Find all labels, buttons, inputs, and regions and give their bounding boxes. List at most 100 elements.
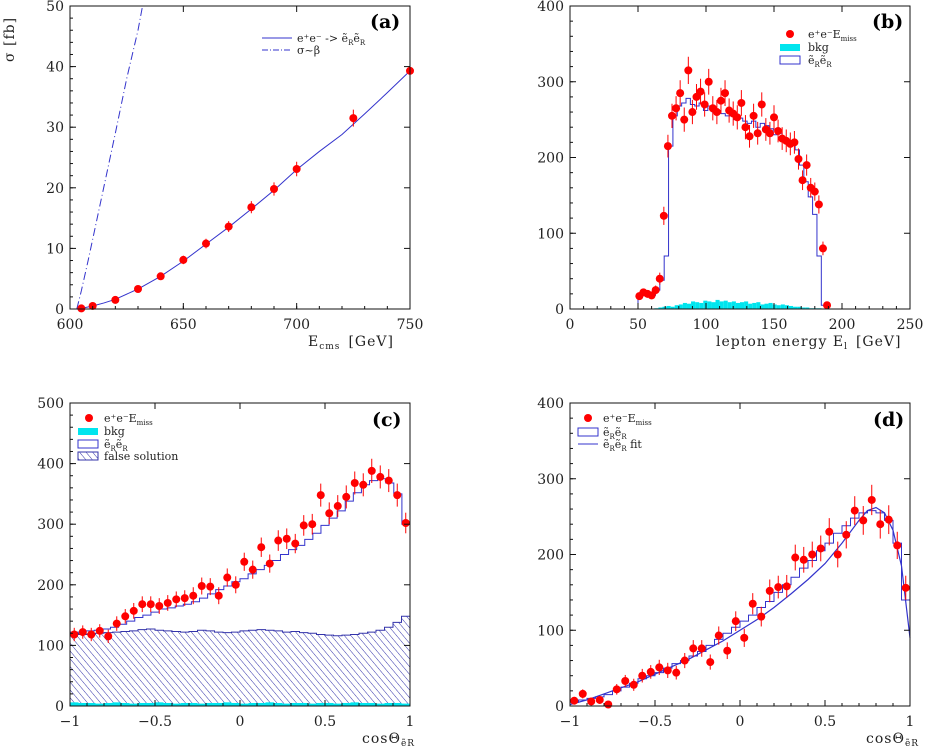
panel-d: −1 −0.5 0 0.5 1 0 100 200 300 400 (d) cosΘẽR e⁺e⁻… [537, 396, 918, 749]
bkg-bar [768, 302, 773, 309]
data-point [308, 520, 317, 529]
data-point [814, 200, 823, 209]
panel-b-xlabel: lepton energy El [GeV] [716, 334, 901, 352]
panel-a-legend: e⁺e⁻ -> ẽRẽR σ~β [262, 32, 366, 57]
data-point [155, 602, 164, 611]
data-point [180, 594, 189, 603]
data-point [629, 680, 638, 689]
bkg-bar [172, 703, 181, 706]
data-point [257, 543, 266, 552]
bkg-bar [70, 702, 79, 706]
bkg-bar [274, 702, 283, 706]
data-point [737, 98, 746, 107]
bkg-bar [711, 302, 716, 309]
x-tick-label: 0 [566, 317, 575, 333]
legend-label-data: e⁺e⁻Emiss [808, 28, 857, 43]
data-point [823, 301, 832, 310]
data-point [78, 628, 87, 637]
data-point [612, 685, 621, 694]
data-point [802, 161, 811, 170]
y-tick-label: 20 [46, 181, 64, 197]
bkg-bar [788, 305, 794, 309]
bkg-bar [764, 303, 769, 309]
bkg-bar [686, 303, 692, 309]
signal-histogram [637, 97, 827, 309]
data-point [299, 521, 308, 530]
data-point [668, 111, 676, 120]
data-point [202, 239, 210, 248]
legend-swatch-signal [77, 439, 99, 449]
bkg-bar [682, 302, 687, 309]
data-point [274, 536, 283, 545]
bkg-bar [155, 702, 164, 706]
data-point [282, 534, 291, 543]
x-tick-label: 100 [693, 317, 720, 333]
data-point [197, 582, 206, 591]
bkg-bar [805, 307, 810, 309]
data-point [893, 541, 902, 550]
data-point [87, 630, 96, 639]
panel-a-xlabel: Ecms [GeV] [308, 334, 394, 352]
data-point [163, 598, 172, 607]
bkg-bar [95, 703, 104, 706]
panel-b: 0 50 100 150 200 250 0 100 200 300 400 (b) lepton … [537, 0, 923, 352]
bkg-bar [740, 302, 745, 309]
panel-b-ticks: 0 50 100 150 200 250 0 100 200 300 400 [537, 0, 923, 333]
data-point [655, 274, 664, 283]
bkg-bar [112, 702, 121, 706]
data-point [95, 626, 104, 635]
data-point [111, 295, 120, 304]
bkg-bar [772, 304, 777, 309]
bkg-bar [189, 702, 198, 706]
y-tick-label: 300 [37, 517, 64, 533]
data-point [138, 600, 147, 609]
x-tick-label: 750 [397, 317, 424, 333]
panel-a-tag: (a) [370, 11, 400, 33]
panel-b-legend: e⁺e⁻Emiss bkg ẽRẽR [779, 28, 857, 69]
bkg-bar [350, 702, 359, 706]
bkg-bar [87, 702, 96, 706]
data-point [223, 573, 232, 582]
data-point [325, 509, 334, 518]
legend-swatch-false-solution [77, 451, 99, 461]
data-point [810, 187, 819, 196]
bkg-bar [707, 301, 712, 309]
bkg-bar [265, 702, 274, 706]
bkg-bar [727, 302, 732, 309]
data-point [247, 203, 256, 212]
bkg-bar [146, 702, 155, 706]
data-point [808, 550, 817, 559]
data-point [570, 696, 579, 705]
y-tick-label: 10 [46, 241, 64, 257]
series-sigma-beta [76, 5, 144, 310]
bkg-bar [699, 302, 704, 309]
data-point [901, 583, 910, 592]
data-point [393, 491, 402, 500]
data-point [757, 612, 766, 621]
data-point [129, 606, 138, 615]
panel-b-marks [570, 56, 832, 310]
legend-marker-data [584, 414, 592, 422]
y-tick-label: 400 [37, 457, 64, 473]
bkg-bar [801, 307, 806, 309]
x-tick-label: 0 [736, 714, 745, 730]
bkg-bar [744, 301, 749, 309]
data-point [214, 591, 223, 600]
panel-a-ylabel: σ [fb] [2, 17, 18, 62]
data-point [676, 89, 685, 98]
panel-c-xlabel: cosΘẽR [362, 731, 415, 749]
data-point [799, 555, 808, 564]
data-point [156, 272, 165, 281]
data-point [753, 129, 762, 138]
x-tick-label: 150 [761, 317, 788, 333]
panel-d-legend: e⁺e⁻Emiss ẽRẽR ẽRẽR fit [577, 412, 652, 453]
data-point [850, 506, 859, 515]
x-tick-label: −1 [560, 714, 581, 730]
data-point [367, 466, 376, 475]
data-point [638, 671, 647, 680]
data-point [189, 591, 198, 600]
data-point [104, 632, 113, 641]
y-tick-label: 100 [37, 638, 64, 654]
data-point [172, 595, 181, 604]
legend-label-bkg: bkg [808, 41, 829, 54]
